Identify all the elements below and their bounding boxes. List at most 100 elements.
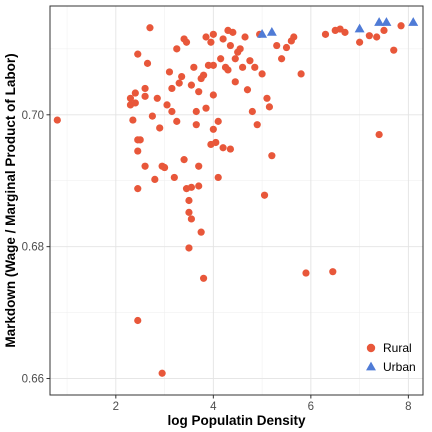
rural-point bbox=[190, 63, 198, 71]
rural-point bbox=[263, 94, 271, 102]
urban-point bbox=[381, 17, 392, 26]
rural-point bbox=[268, 152, 276, 160]
rural-point bbox=[356, 38, 364, 46]
rural-point bbox=[365, 32, 373, 40]
rural-point bbox=[219, 35, 227, 43]
rural-point bbox=[226, 145, 235, 153]
x-tick-label: 8 bbox=[405, 401, 411, 413]
rural-point bbox=[217, 55, 225, 63]
rural-point bbox=[219, 144, 227, 152]
rural-point bbox=[373, 33, 381, 41]
rural-point bbox=[214, 173, 222, 182]
rural-point bbox=[260, 191, 269, 199]
rural-point bbox=[265, 103, 274, 111]
rural-point bbox=[397, 22, 405, 30]
urban-point bbox=[408, 17, 419, 26]
rural-point bbox=[329, 268, 337, 276]
rural-point bbox=[390, 46, 398, 54]
rural-point bbox=[375, 130, 383, 139]
rural-point bbox=[236, 45, 244, 53]
rural-point bbox=[148, 112, 156, 120]
rural-point bbox=[126, 94, 135, 102]
rural-point bbox=[170, 173, 178, 182]
rural-point bbox=[141, 92, 149, 100]
legend: Rural Urban bbox=[366, 341, 416, 374]
urban-point bbox=[374, 17, 385, 26]
rural-point bbox=[278, 55, 286, 63]
rural-point bbox=[180, 156, 188, 164]
rural-point bbox=[158, 369, 166, 377]
x-axis-title: log Populatin Density bbox=[167, 413, 305, 428]
urban-point bbox=[354, 23, 365, 33]
rural-point bbox=[243, 86, 252, 94]
rural-point bbox=[185, 208, 193, 216]
rural-point bbox=[195, 88, 203, 96]
rural-point bbox=[282, 43, 291, 52]
rural-point bbox=[297, 70, 305, 78]
rural-point bbox=[163, 101, 171, 109]
rural-point bbox=[173, 45, 181, 53]
rural-point bbox=[258, 70, 266, 78]
rural-point bbox=[226, 41, 235, 50]
rural-point bbox=[212, 138, 220, 147]
legend-rural-marker bbox=[366, 343, 376, 353]
urban-point bbox=[266, 26, 277, 36]
rural-point bbox=[246, 57, 254, 65]
rural-point bbox=[321, 30, 330, 38]
rural-point bbox=[209, 30, 217, 38]
rural-point bbox=[241, 33, 249, 41]
rural-point bbox=[231, 78, 239, 86]
rural-point bbox=[199, 71, 208, 79]
rural-point bbox=[185, 196, 193, 205]
rural-point bbox=[380, 26, 388, 34]
legend-rural-label: Rural bbox=[383, 341, 412, 355]
rural-point bbox=[202, 104, 210, 112]
rural-point bbox=[134, 147, 142, 155]
rural-point bbox=[202, 33, 210, 41]
panel-border bbox=[49, 5, 424, 396]
grid-lines bbox=[50, 6, 423, 395]
rural-point bbox=[178, 72, 186, 81]
rural-point bbox=[209, 61, 217, 69]
x-tick-label: 2 bbox=[113, 401, 119, 413]
rural-point bbox=[207, 38, 215, 46]
rural-point bbox=[134, 316, 142, 325]
rural-point bbox=[185, 244, 193, 252]
rural-point bbox=[134, 50, 142, 58]
rural-point bbox=[182, 38, 191, 46]
rural-point bbox=[129, 116, 137, 124]
rural-point bbox=[168, 107, 176, 116]
rural-point bbox=[175, 79, 183, 87]
rural-point bbox=[248, 107, 256, 116]
y-axis-ticks: 0.66 0.68 0.70 bbox=[22, 110, 50, 386]
rural-point bbox=[141, 162, 149, 170]
rural-point bbox=[229, 28, 237, 36]
legend-urban-label: Urban bbox=[383, 360, 416, 374]
rural-point bbox=[156, 124, 164, 132]
y-tick-label: 0.66 bbox=[22, 374, 44, 386]
rural-point bbox=[341, 28, 349, 36]
rural-point bbox=[238, 63, 247, 71]
data-points bbox=[53, 17, 419, 377]
x-tick-label: 6 bbox=[308, 401, 314, 413]
rural-point bbox=[136, 136, 144, 144]
rural-point bbox=[168, 84, 176, 93]
y-axis-title: Markdown (Wage / Marginal Product of Lab… bbox=[3, 53, 18, 347]
rural-point bbox=[134, 185, 142, 193]
x-tick-label: 4 bbox=[210, 401, 217, 413]
rural-point bbox=[302, 269, 310, 277]
rural-point bbox=[214, 117, 222, 125]
rural-point bbox=[173, 117, 181, 125]
rural-point bbox=[187, 215, 195, 223]
x-axis-ticks: 2 4 6 8 bbox=[113, 395, 412, 413]
legend-urban-marker bbox=[366, 361, 376, 371]
rural-point bbox=[187, 81, 195, 89]
rural-point bbox=[165, 68, 174, 76]
rural-point bbox=[192, 107, 200, 116]
rural-point bbox=[160, 163, 169, 172]
rural-point bbox=[197, 228, 205, 236]
rural-point bbox=[199, 274, 208, 282]
rural-point bbox=[143, 59, 152, 67]
rural-point bbox=[153, 94, 161, 102]
